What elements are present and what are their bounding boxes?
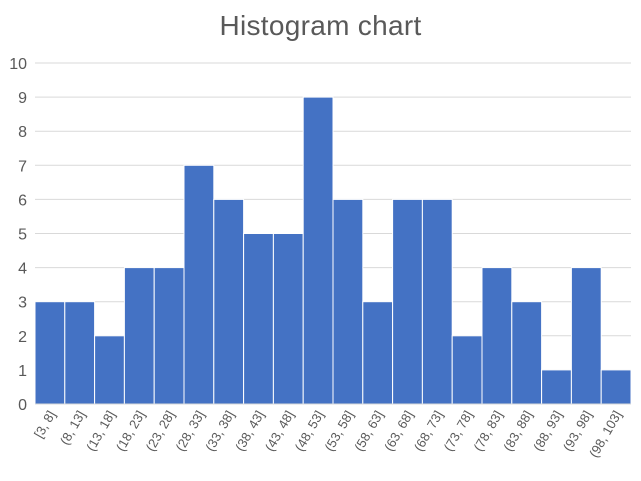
bar-5: [183, 164, 215, 405]
bar-6: [213, 198, 245, 405]
y-tick-label: 1: [18, 363, 27, 380]
bar-9: [302, 96, 334, 405]
bar-17: [541, 369, 572, 405]
bar-11: [362, 301, 394, 405]
bar-4: [153, 267, 185, 405]
y-tick-label: 8: [18, 124, 27, 141]
bar-12: [392, 198, 423, 405]
bar-3: [123, 267, 155, 405]
chart-title: Histogram chart: [219, 10, 422, 41]
y-tick-label: 0: [18, 397, 27, 414]
x-tick-label: (8, 13]: [57, 408, 88, 447]
y-tick-label: 10: [9, 56, 27, 73]
bar-14: [451, 335, 483, 405]
bar-15: [481, 267, 513, 405]
bar-1: [64, 301, 96, 405]
bar-8: [272, 233, 304, 405]
bar-10: [332, 198, 364, 405]
bar-13: [421, 198, 453, 405]
y-tick-label: 7: [18, 158, 27, 175]
bar-16: [511, 301, 543, 405]
y-tick-label: 4: [18, 261, 27, 278]
bars: [34, 96, 632, 405]
y-axis-ticks: 0 1 2 3 4 5 6 7 8 9 10: [9, 56, 27, 414]
x-axis-ticks: [3, 8](8, 13](13, 18](18, 23](23, 28](28…: [31, 408, 625, 460]
bar-19: [600, 369, 632, 405]
y-tick-label: 9: [18, 90, 27, 107]
y-tick-label: 6: [18, 192, 27, 209]
bar-2: [94, 335, 125, 405]
y-tick-label: 5: [18, 227, 27, 244]
bar-0: [34, 301, 66, 405]
bar-18: [570, 267, 602, 405]
x-tick-label: [3, 8]: [31, 408, 58, 441]
y-tick-label: 2: [18, 329, 27, 346]
bar-7: [243, 233, 274, 405]
y-tick-label: 3: [18, 295, 27, 312]
